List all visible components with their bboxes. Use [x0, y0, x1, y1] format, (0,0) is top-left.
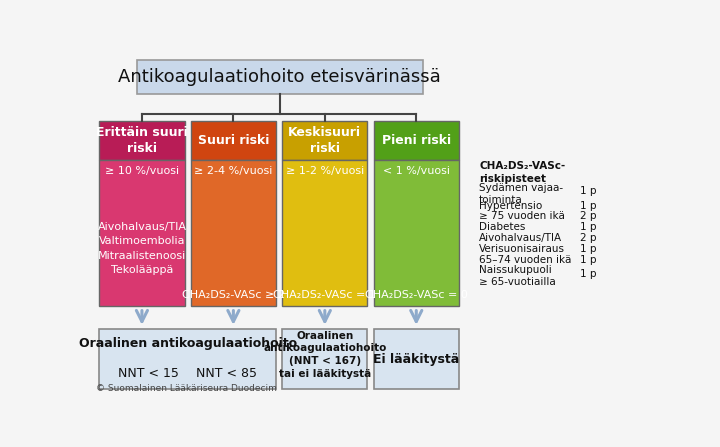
Bar [374, 329, 459, 389]
Text: ≥ 10 %/vuosi: ≥ 10 %/vuosi [105, 166, 179, 176]
Text: Hypertensio: Hypertensio [479, 201, 542, 211]
Bar [99, 160, 184, 306]
Text: Verisuonisairaus: Verisuonisairaus [479, 244, 565, 254]
Text: ≥ 1-2 %/vuosi: ≥ 1-2 %/vuosi [286, 166, 364, 176]
Text: Naissukupuoli
≥ 65-vuotiailla: Naissukupuoli ≥ 65-vuotiailla [479, 266, 556, 287]
Bar [374, 160, 459, 306]
Bar [191, 160, 276, 306]
Text: Aivohalvaus/TIA
Valtimoembolia
Mitraalistenoosi
Tekolääppä: Aivohalvaus/TIA Valtimoembolia Mitraalis… [97, 222, 186, 275]
Text: 1 p: 1 p [580, 244, 596, 254]
Text: NNT < 85: NNT < 85 [196, 367, 257, 380]
Bar [282, 160, 367, 306]
Text: < 1 %/vuosi: < 1 %/vuosi [383, 166, 450, 176]
Bar [191, 122, 276, 160]
Text: ≥ 75 vuoden ikä: ≥ 75 vuoden ikä [479, 211, 565, 222]
Bar [99, 329, 276, 389]
Text: 65–74 vuoden ikä: 65–74 vuoden ikä [479, 255, 572, 265]
Text: NNT < 15: NNT < 15 [118, 367, 179, 380]
Text: Suuri riski: Suuri riski [198, 134, 269, 147]
Text: CHA₂DS₂-VASc = 0: CHA₂DS₂-VASc = 0 [365, 291, 468, 300]
Text: CHA₂DS₂-VASc-
riskipisteet: CHA₂DS₂-VASc- riskipisteet [479, 161, 565, 184]
Text: 2 p: 2 p [580, 233, 596, 243]
Text: Aivohalvaus/TIA: Aivohalvaus/TIA [479, 233, 562, 243]
Text: ≥ 2-4 %/vuosi: ≥ 2-4 %/vuosi [194, 166, 273, 176]
Text: 1 p: 1 p [580, 269, 596, 279]
Text: © Suomalainen Lääkäriseura Duodecim: © Suomalainen Lääkäriseura Duodecim [96, 384, 277, 393]
Text: Antikoagulaatiohoito eteisvärinässä: Antikoagulaatiohoito eteisvärinässä [119, 68, 441, 86]
Text: CHA₂DS₂-VASc ≥ 2: CHA₂DS₂-VASc ≥ 2 [182, 291, 285, 300]
Bar [137, 60, 423, 94]
Bar [374, 122, 459, 160]
Text: Erittäin suuri
riski: Erittäin suuri riski [96, 126, 188, 156]
Text: Keskisuuri
riski: Keskisuuri riski [288, 126, 361, 156]
Text: Pieni riski: Pieni riski [382, 134, 451, 147]
Bar [282, 122, 367, 160]
Text: 1 p: 1 p [580, 222, 596, 232]
Text: 1 p: 1 p [580, 255, 596, 265]
Text: 1 p: 1 p [580, 201, 596, 211]
Text: Ei lääkitystä: Ei lääkitystä [373, 353, 459, 366]
Text: Oraalinen
antikoagulaatiohoito
(NNT < 167)
tai ei lääkitystä: Oraalinen antikoagulaatiohoito (NNT < 16… [263, 330, 387, 379]
Bar [99, 122, 184, 160]
Bar [282, 329, 367, 389]
Text: Oraalinen antikoagulaatiohoito: Oraalinen antikoagulaatiohoito [78, 337, 297, 350]
Text: Sydämen vajaa-
toiminta: Sydämen vajaa- toiminta [479, 183, 563, 205]
Text: 2 p: 2 p [580, 211, 596, 222]
Text: 1 p: 1 p [580, 186, 596, 197]
Text: Diabetes: Diabetes [479, 222, 526, 232]
Text: CHA₂DS₂-VASc = 1: CHA₂DS₂-VASc = 1 [274, 291, 377, 300]
